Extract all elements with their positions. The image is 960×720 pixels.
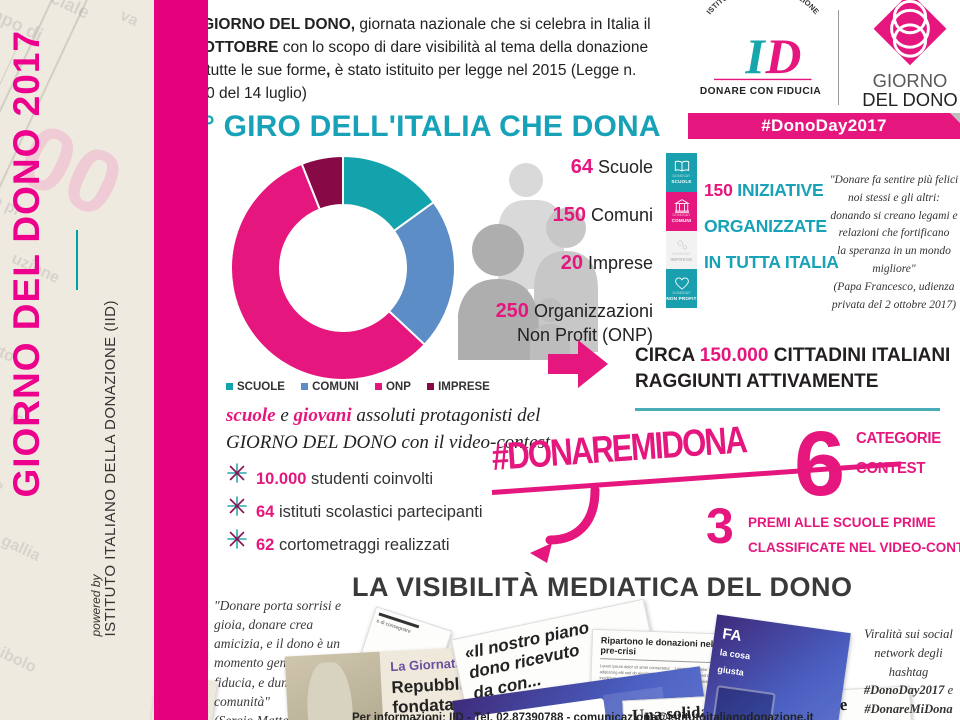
svg-text:D: D [765,29,802,84]
svg-text:I: I [744,29,766,84]
svg-text:ISTITUTO ITALIANO DONAZIONE: ISTITUTO ITALIANO DONAZIONE [705,0,821,16]
